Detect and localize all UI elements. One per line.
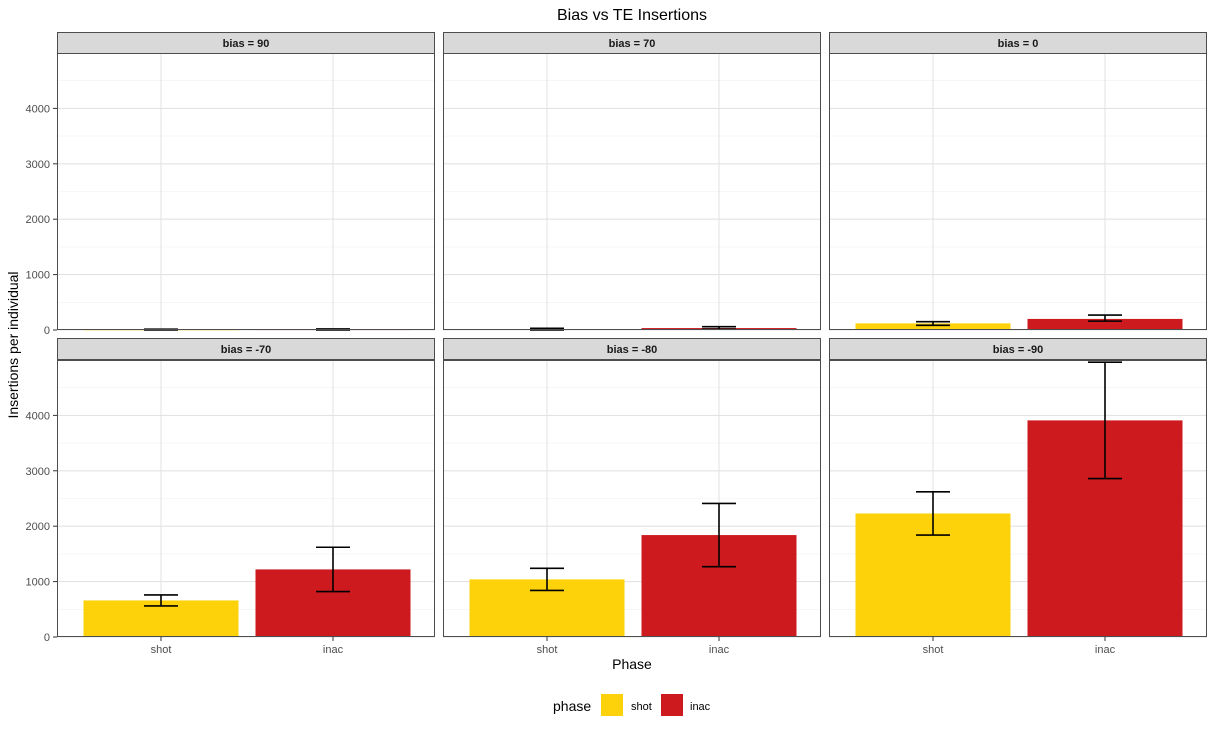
error-bar-inac: [702, 502, 736, 568]
y-tick-label: 1000: [26, 270, 50, 282]
y-tick-label: 4000: [26, 103, 50, 115]
chart-title: Bias vs TE Insertions: [557, 7, 707, 24]
x-axis-ticks: shot inac shot inac shot inac: [151, 637, 1116, 656]
strip-label: bias = 0: [998, 38, 1039, 50]
panel-bias-90: bias = 90: [57, 32, 435, 331]
panel-border: [829, 360, 1207, 637]
x-tick-label: inac: [1095, 644, 1116, 656]
strip-background: [57, 338, 435, 360]
error-bar-inac: [316, 546, 350, 593]
strip-label: bias = 90: [223, 38, 270, 50]
strip-label: bias = -90: [993, 344, 1043, 356]
y-axis-ticks: 0 1000 2000 3000 4000 0 1000 2000 3000 4000: [26, 103, 57, 644]
y-tick-label: 2000: [26, 214, 50, 226]
strip-label: bias = -70: [221, 344, 271, 356]
strip-background: [829, 338, 1207, 360]
panel-bias-80: bias = -80: [443, 338, 821, 638]
error-bar-inac: [1088, 314, 1122, 322]
x-tick-label: inac: [709, 644, 730, 656]
bar-shot: [855, 323, 1011, 330]
panel-bias-90: bias = -90: [829, 338, 1207, 638]
error-bar-shot: [144, 594, 178, 607]
x-tick-label: shot: [151, 644, 172, 656]
y-tick-label: 0: [44, 325, 50, 337]
strip-background: [57, 32, 435, 54]
error-bar-inac: [1088, 361, 1122, 480]
x-tick-label: inac: [323, 644, 344, 656]
strip-label: bias = 70: [609, 38, 656, 50]
x-tick-label: shot: [923, 644, 944, 656]
y-axis-title: Insertions per individual: [5, 271, 21, 418]
y-tick-label: 2000: [26, 521, 50, 533]
error-bar-shot: [530, 567, 564, 592]
panel-border: [57, 360, 435, 637]
y-tick-label: 0: [44, 632, 50, 644]
panel-bias-70: bias = -70: [57, 338, 435, 638]
y-tick-label: 3000: [26, 159, 50, 171]
error-bar-shot: [916, 320, 950, 327]
facet-panels: bias = 90 bias = 70 bias = 0 bias = -70 bias…: [57, 32, 1207, 638]
x-tick-label: shot: [537, 644, 558, 656]
error-bar-shot: [916, 491, 950, 536]
panel-border: [443, 360, 821, 637]
y-tick-label: 3000: [26, 466, 50, 478]
legend-label-shot: shot: [631, 701, 652, 713]
legend: phase shot inac: [553, 694, 711, 716]
legend-key-shot: [601, 694, 623, 716]
legend-key-inac: [661, 694, 683, 716]
panel-bias-0: bias = 0: [829, 32, 1207, 331]
strip-background: [829, 32, 1207, 54]
legend-title: phase: [553, 698, 591, 714]
y-tick-label: 4000: [26, 410, 50, 422]
y-tick-label: 1000: [26, 577, 50, 589]
bar-inac: [1027, 318, 1183, 330]
legend-label-inac: inac: [690, 701, 711, 713]
strip-background: [443, 32, 821, 54]
panel-bias-70: bias = 70: [443, 32, 821, 331]
strip-background: [443, 338, 821, 360]
x-axis-title: Phase: [612, 656, 652, 672]
strip-label: bias = -80: [607, 344, 657, 356]
